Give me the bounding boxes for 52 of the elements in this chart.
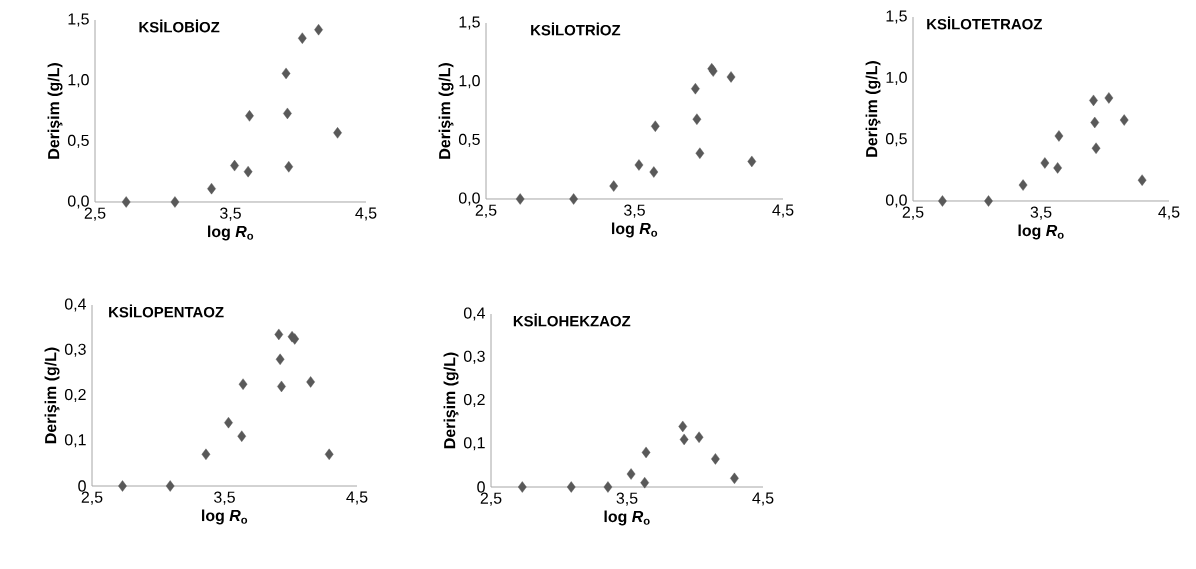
y-tick-label: 0,3: [64, 343, 86, 357]
x-tick-label: 2,5: [475, 204, 497, 218]
y-axis-title: Derişim (g/L): [438, 63, 454, 159]
y-tick-label: 1,5: [459, 16, 480, 30]
chart-title: KSİLOTETRAOZ: [927, 16, 1042, 30]
chart-title: KSİLOPENTAOZ: [109, 304, 224, 318]
x-tick-label: 4,5: [1158, 206, 1180, 220]
y-tick-label: 0,4: [463, 307, 486, 321]
y-tick-label: 0: [477, 481, 485, 493]
x-axis-title: log R$_{o}$: [604, 510, 650, 526]
chart-title: KSİLOTRİOZ: [531, 22, 621, 36]
y-tick-label: 0,1: [64, 434, 86, 448]
y-tick-label: 0,4: [64, 298, 87, 312]
y-tick-label: 1,5: [886, 10, 907, 24]
x-tick-label: 3,5: [214, 491, 235, 505]
y-tick-label: 0: [78, 480, 86, 492]
x-tick-label: 2,5: [81, 491, 103, 505]
y-tick-label: 1,0: [886, 71, 907, 85]
x-axis-title: log R$_{o}$: [202, 509, 248, 525]
y-axis-title: Derişim (g/L): [443, 352, 459, 449]
y-tick-label: 0,5: [67, 134, 89, 148]
y-tick-label: 1,0: [68, 74, 89, 88]
y-tick-label: 0,2: [463, 393, 485, 408]
y-tick-label: 0,0: [67, 195, 89, 209]
x-tick-label: 3,5: [1030, 206, 1052, 220]
x-tick-label: 4,5: [355, 207, 377, 221]
y-tick-label: 1,0: [459, 75, 480, 89]
y-tick-label: 0,0: [885, 194, 907, 208]
chart-title: KSİLOBİOZ: [139, 19, 220, 33]
x-tick-label: 2,5: [480, 492, 502, 506]
x-axis-title: log R$_{o}$: [612, 222, 658, 238]
y-tick-label: 0,2: [64, 388, 86, 403]
x-tick-label: 3,5: [624, 204, 645, 218]
y-tick-label: 0,3: [463, 350, 485, 364]
x-tick-label: 4,5: [772, 204, 794, 218]
y-axis-title: Derişim (g/L): [865, 61, 881, 157]
y-tick-label: 0,0: [458, 192, 480, 206]
x-tick-label: 3,5: [616, 492, 638, 506]
y-tick-label: 0,5: [458, 133, 480, 147]
x-tick-label: 4,5: [752, 492, 774, 506]
x-tick-label: 4,5: [346, 491, 368, 505]
y-tick-label: 1,5: [68, 13, 89, 27]
x-tick-label: 2,5: [902, 206, 924, 220]
x-tick-label: 3,5: [220, 207, 241, 221]
y-axis-title: Derişim (g/L): [47, 63, 63, 159]
x-axis-title: log R$_{o}$: [1018, 224, 1064, 240]
y-axis-title: Derişim (g/L): [44, 347, 60, 444]
x-tick-label: 2,5: [84, 207, 106, 221]
chart-title: KSİLOHEKZAOZ: [513, 313, 631, 327]
y-tick-label: 0,5: [885, 133, 907, 147]
y-tick-label: 0,1: [463, 437, 485, 451]
x-axis-title: log R$_{o}$: [208, 225, 254, 241]
